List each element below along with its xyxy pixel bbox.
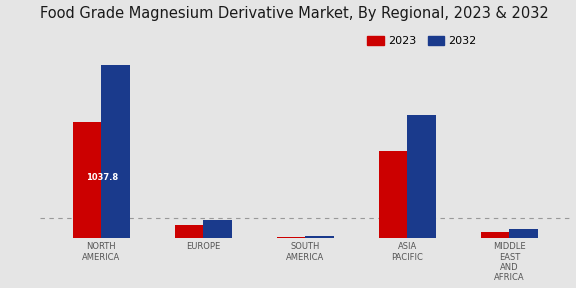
Bar <box>276 237 305 238</box>
Bar <box>175 225 203 238</box>
Bar <box>203 220 232 238</box>
Bar <box>73 122 101 238</box>
Bar <box>407 115 436 238</box>
Bar <box>305 236 334 238</box>
Bar <box>378 151 407 238</box>
Text: 1037.8: 1037.8 <box>86 173 118 182</box>
Bar <box>509 229 538 238</box>
Legend: 2023, 2032: 2023, 2032 <box>362 31 482 51</box>
Bar <box>101 65 130 238</box>
Text: Food Grade Magnesium Derivative Market, By Regional, 2023 & 2032: Food Grade Magnesium Derivative Market, … <box>40 5 549 20</box>
Bar <box>481 232 509 238</box>
